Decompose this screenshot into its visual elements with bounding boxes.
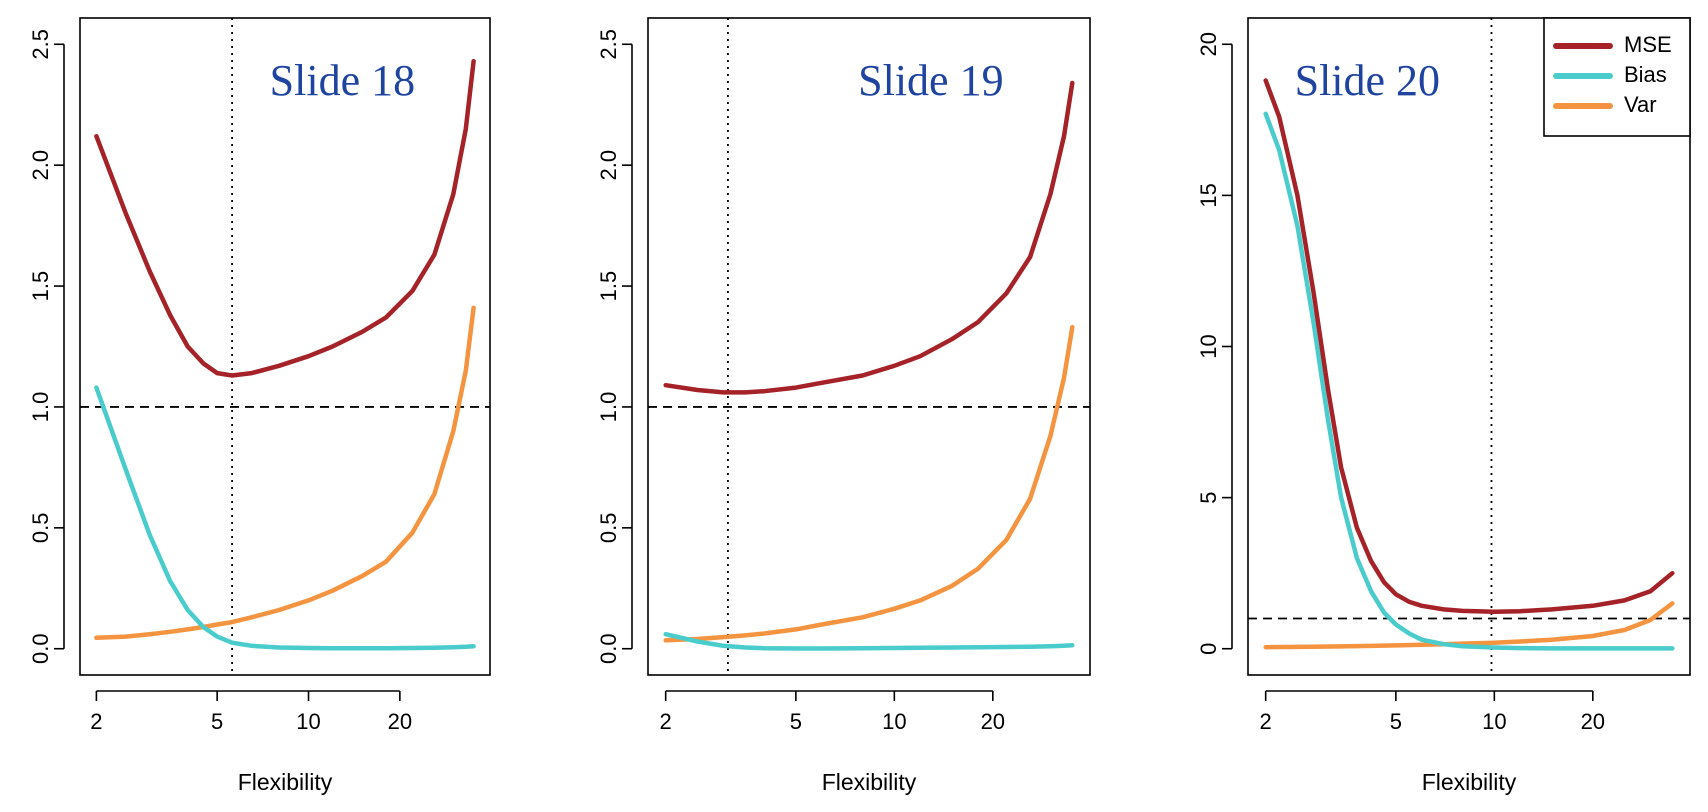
plot-frame	[79, 17, 491, 676]
x-tick-label: 5	[211, 709, 223, 734]
chart-panel-1: 2 5 10 20 Flexibility 0.0 0.5 1.0 1.5 2.0 2.5 Slide…	[28, 17, 491, 795]
x-tick-label: 5	[790, 709, 802, 734]
x-axis-label: Flexibility	[238, 769, 333, 795]
y-tick-label: 2.5	[596, 29, 621, 60]
x-tick-label: 20	[1581, 709, 1605, 734]
plot-frame	[647, 17, 1091, 676]
x-tick-label: 20	[388, 709, 412, 734]
x-tick-label: 10	[1482, 709, 1506, 734]
y-tick-label: 0.5	[596, 513, 621, 544]
y-tick-label: 0.0	[596, 633, 621, 664]
x-tick-label: 5	[1390, 709, 1402, 734]
y-tick-label: 20	[1196, 32, 1221, 56]
x-axis-label: Flexibility	[822, 769, 917, 795]
y-tick-label: 1.0	[28, 392, 53, 423]
x-axis-label: Flexibility	[1422, 769, 1517, 795]
series-line-var	[663, 324, 1075, 643]
y-tick-label: 10	[1196, 334, 1221, 358]
series-line-mse	[94, 58, 476, 378]
series-line-bias	[663, 631, 1075, 651]
x-tick-label: 2	[90, 709, 102, 734]
chart-panel-2: 2 5 10 20 Flexibility 0.0 0.5 1.0 1.5 2.0 2.5 Slide…	[596, 17, 1091, 795]
x-tick-label: 20	[981, 709, 1005, 734]
legend-label-bias: Bias	[1624, 62, 1667, 87]
x-tick-label: 2	[660, 709, 672, 734]
series-line-var	[94, 305, 476, 641]
y-tick-label: 2.5	[28, 29, 53, 60]
series-line-bias	[1263, 111, 1675, 651]
series-line-mse	[663, 80, 1075, 395]
series-line-var	[1263, 601, 1675, 650]
chart-title: Slide 19	[858, 56, 1003, 105]
y-tick-label: 1.0	[596, 392, 621, 423]
x-tick-label: 10	[296, 709, 320, 734]
y-tick-label: 2.0	[596, 150, 621, 181]
chart-title: Slide 20	[1295, 56, 1440, 105]
legend-label-mse: MSE	[1624, 32, 1672, 57]
y-tick-label: 0	[1196, 643, 1221, 655]
y-tick-label: 2.0	[28, 150, 53, 181]
y-tick-label: 0.5	[28, 513, 53, 544]
series-line-mse	[1263, 78, 1675, 615]
x-tick-label: 10	[882, 709, 906, 734]
chart-panel-3: 2 5 10 20 Flexibility 0 5 10 15 20 Slide 20 MSE Bias…	[1196, 17, 1691, 795]
series-line-bias	[94, 385, 476, 651]
plot-frame	[1247, 17, 1691, 676]
x-tick-label: 2	[1260, 709, 1272, 734]
y-tick-label: 5	[1196, 491, 1221, 503]
y-tick-label: 0.0	[28, 633, 53, 664]
legend-label-var: Var	[1624, 92, 1657, 117]
y-tick-label: 1.5	[28, 271, 53, 302]
legend: MSE Bias Var	[1543, 17, 1691, 137]
y-tick-label: 15	[1196, 183, 1221, 207]
chart-title: Slide 18	[270, 56, 415, 105]
y-tick-label: 1.5	[596, 271, 621, 302]
